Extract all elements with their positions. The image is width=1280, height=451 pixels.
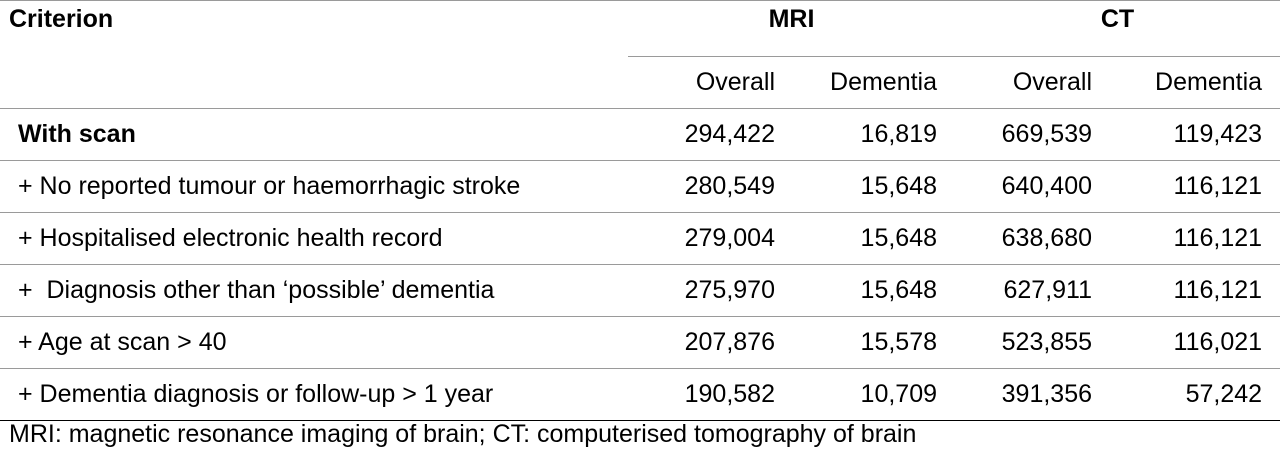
mri-overall-value: 279,004 — [628, 212, 793, 265]
mri-dementia-value: 15,578 — [793, 316, 956, 369]
mri-dementia-value: 15,648 — [793, 264, 956, 317]
mri-group-header: MRI — [628, 0, 956, 57]
row-criterion-label: + Age at scan > 40 — [0, 316, 628, 369]
mri-overall-value: 294,422 — [628, 108, 793, 161]
ct-dementia-value: 57,242 — [1110, 368, 1280, 421]
ct-dementia-value: 116,121 — [1110, 212, 1280, 265]
criterion-subheader-empty — [0, 56, 628, 109]
mri-dementia-value: 10,709 — [793, 368, 956, 421]
ct-overall-value: 627,911 — [955, 264, 1111, 317]
row-criterion-label: + Diagnosis other than ‘possible’ dement… — [0, 264, 628, 317]
table-row: + No reported tumour or haemorrhagic str… — [0, 160, 1280, 213]
ct-overall-value: 638,680 — [955, 212, 1111, 265]
table-row: + Hospitalised electronic health record … — [0, 212, 1280, 265]
mri-overall-value: 280,549 — [628, 160, 793, 213]
row-criterion-label: + No reported tumour or haemorrhagic str… — [0, 160, 628, 213]
mri-overall-value: 207,876 — [628, 316, 793, 369]
ct-dementia-value: 116,121 — [1110, 264, 1280, 317]
table-row: + Dementia diagnosis or follow-up > 1 ye… — [0, 368, 1280, 421]
ct-overall-value: 640,400 — [955, 160, 1111, 213]
row-criterion-label: + Hospitalised electronic health record — [0, 212, 628, 265]
table-header-row-groups: Criterion MRI CT — [0, 0, 1280, 57]
ct-dementia-value: 119,423 — [1110, 108, 1280, 161]
row-criterion-label: With scan — [0, 108, 628, 161]
ct-overall-value: 523,855 — [955, 316, 1111, 369]
criterion-header: Criterion — [0, 0, 628, 57]
row-criterion-label: + Dementia diagnosis or follow-up > 1 ye… — [0, 368, 628, 421]
ct-overall-header: Overall — [955, 56, 1111, 109]
table-row: + Diagnosis other than ‘possible’ dement… — [0, 264, 1280, 317]
cohort-selection-table: Criterion MRI CT Overall Dementia Overal… — [0, 0, 1280, 421]
table-header-row-subheaders: Overall Dementia Overall Dementia — [0, 56, 1280, 109]
table-row: With scan 294,422 16,819 669,539 119,423 — [0, 108, 1280, 161]
table-footnote: MRI: magnetic resonance imaging of brain… — [9, 420, 917, 448]
mri-overall-value: 275,970 — [628, 264, 793, 317]
ct-group-header: CT — [955, 0, 1280, 57]
cohort-table-container: Criterion MRI CT Overall Dementia Overal… — [0, 0, 1280, 421]
mri-dementia-header: Dementia — [793, 56, 956, 109]
ct-dementia-value: 116,121 — [1110, 160, 1280, 213]
ct-overall-value: 391,356 — [955, 368, 1111, 421]
mri-overall-value: 190,582 — [628, 368, 793, 421]
table-row: + Age at scan > 40 207,876 15,578 523,85… — [0, 316, 1280, 369]
mri-overall-header: Overall — [628, 56, 793, 109]
mri-dementia-value: 15,648 — [793, 160, 956, 213]
ct-overall-value: 669,539 — [955, 108, 1111, 161]
mri-dementia-value: 16,819 — [793, 108, 956, 161]
ct-dementia-header: Dementia — [1110, 56, 1280, 109]
mri-dementia-value: 15,648 — [793, 212, 956, 265]
ct-dementia-value: 116,021 — [1110, 316, 1280, 369]
